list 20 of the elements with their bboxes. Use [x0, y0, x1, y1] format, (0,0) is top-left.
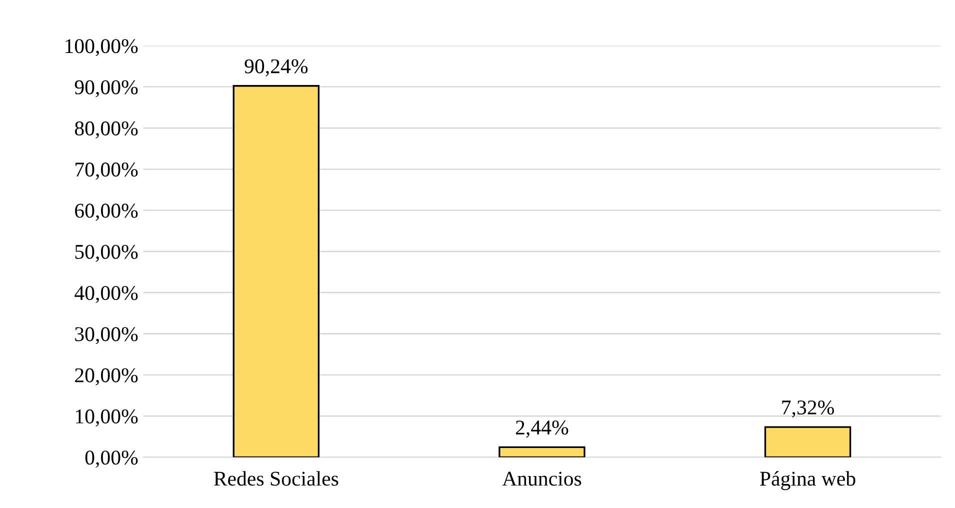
bar — [232, 85, 320, 458]
y-tick-label: 100,00% — [66, 39, 138, 56]
data-label: 2,44% — [516, 420, 568, 438]
bar — [498, 446, 586, 458]
y-tick-label: 80,00% — [74, 121, 138, 138]
data-label: 7,32% — [782, 400, 834, 418]
y-tick-label: 20,00% — [75, 368, 138, 386]
y-tick-label: 90,00% — [74, 80, 138, 98]
y-tick-label: 10,00% — [76, 409, 138, 426]
x-tick-label: Página web — [760, 471, 856, 490]
data-label: 90,24% — [244, 59, 308, 76]
y-tick-label: 30,00% — [75, 327, 138, 344]
y-tick-label: 60,00% — [75, 204, 138, 221]
y-tick-label: 40,00% — [74, 286, 138, 304]
y-tick-label: 70,00% — [76, 162, 138, 180]
bar — [764, 426, 852, 458]
x-tick-label: Redes Sociales — [214, 471, 338, 486]
x-tick-label: Anuncios — [502, 472, 582, 486]
y-tick-label: 0,00% — [85, 450, 138, 468]
y-tick-label: 50,00% — [75, 244, 138, 262]
